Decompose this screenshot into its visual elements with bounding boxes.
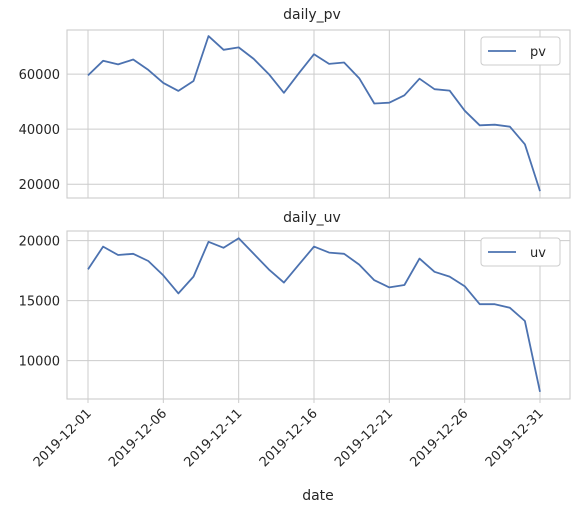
x-tick-label: 2019-12-21	[332, 406, 396, 470]
legend-box-uv	[480, 237, 561, 267]
series-line-pv	[87, 35, 541, 192]
y-tick-label: 60000	[19, 68, 60, 83]
y-tick-label: 10000	[19, 355, 60, 370]
x-tick-label: 2019-12-06	[106, 406, 170, 470]
y-tick-label: 20000	[19, 178, 60, 193]
legend-label-uv: uv	[530, 246, 546, 261]
legend-box-pv	[480, 36, 561, 66]
x-axis-label: date	[302, 488, 334, 504]
series-line-uv	[87, 237, 541, 392]
x-tick-label: 2019-12-11	[181, 406, 245, 470]
x-tick-label: 2019-12-26	[407, 406, 471, 470]
legend-pv: pv	[480, 36, 561, 66]
y-tick-label: 40000	[19, 123, 60, 138]
x-tick-label: 2019-12-01	[31, 406, 95, 470]
subplot-daily-pv: daily_pv 20000 40000 60000 pv	[19, 7, 571, 199]
x-tick-label: 2019-12-16	[257, 406, 321, 470]
subplot-title-pv: daily_pv	[283, 7, 341, 23]
y-ticks-pv: 20000 40000 60000	[19, 68, 60, 193]
x-tick-label: 2019-12-31	[483, 406, 547, 470]
x-ticks: 2019-12-01 2019-12-06 2019-12-11 2019-12-16…	[31, 399, 547, 470]
legend-uv: uv	[480, 237, 561, 267]
legend-label-pv: pv	[530, 45, 546, 60]
y-tick-label: 20000	[19, 235, 60, 250]
subplot-title-uv: daily_uv	[283, 210, 341, 226]
y-tick-label: 15000	[19, 295, 60, 310]
grid-pv	[67, 30, 570, 198]
y-ticks-uv: 10000 15000 20000	[19, 235, 60, 370]
